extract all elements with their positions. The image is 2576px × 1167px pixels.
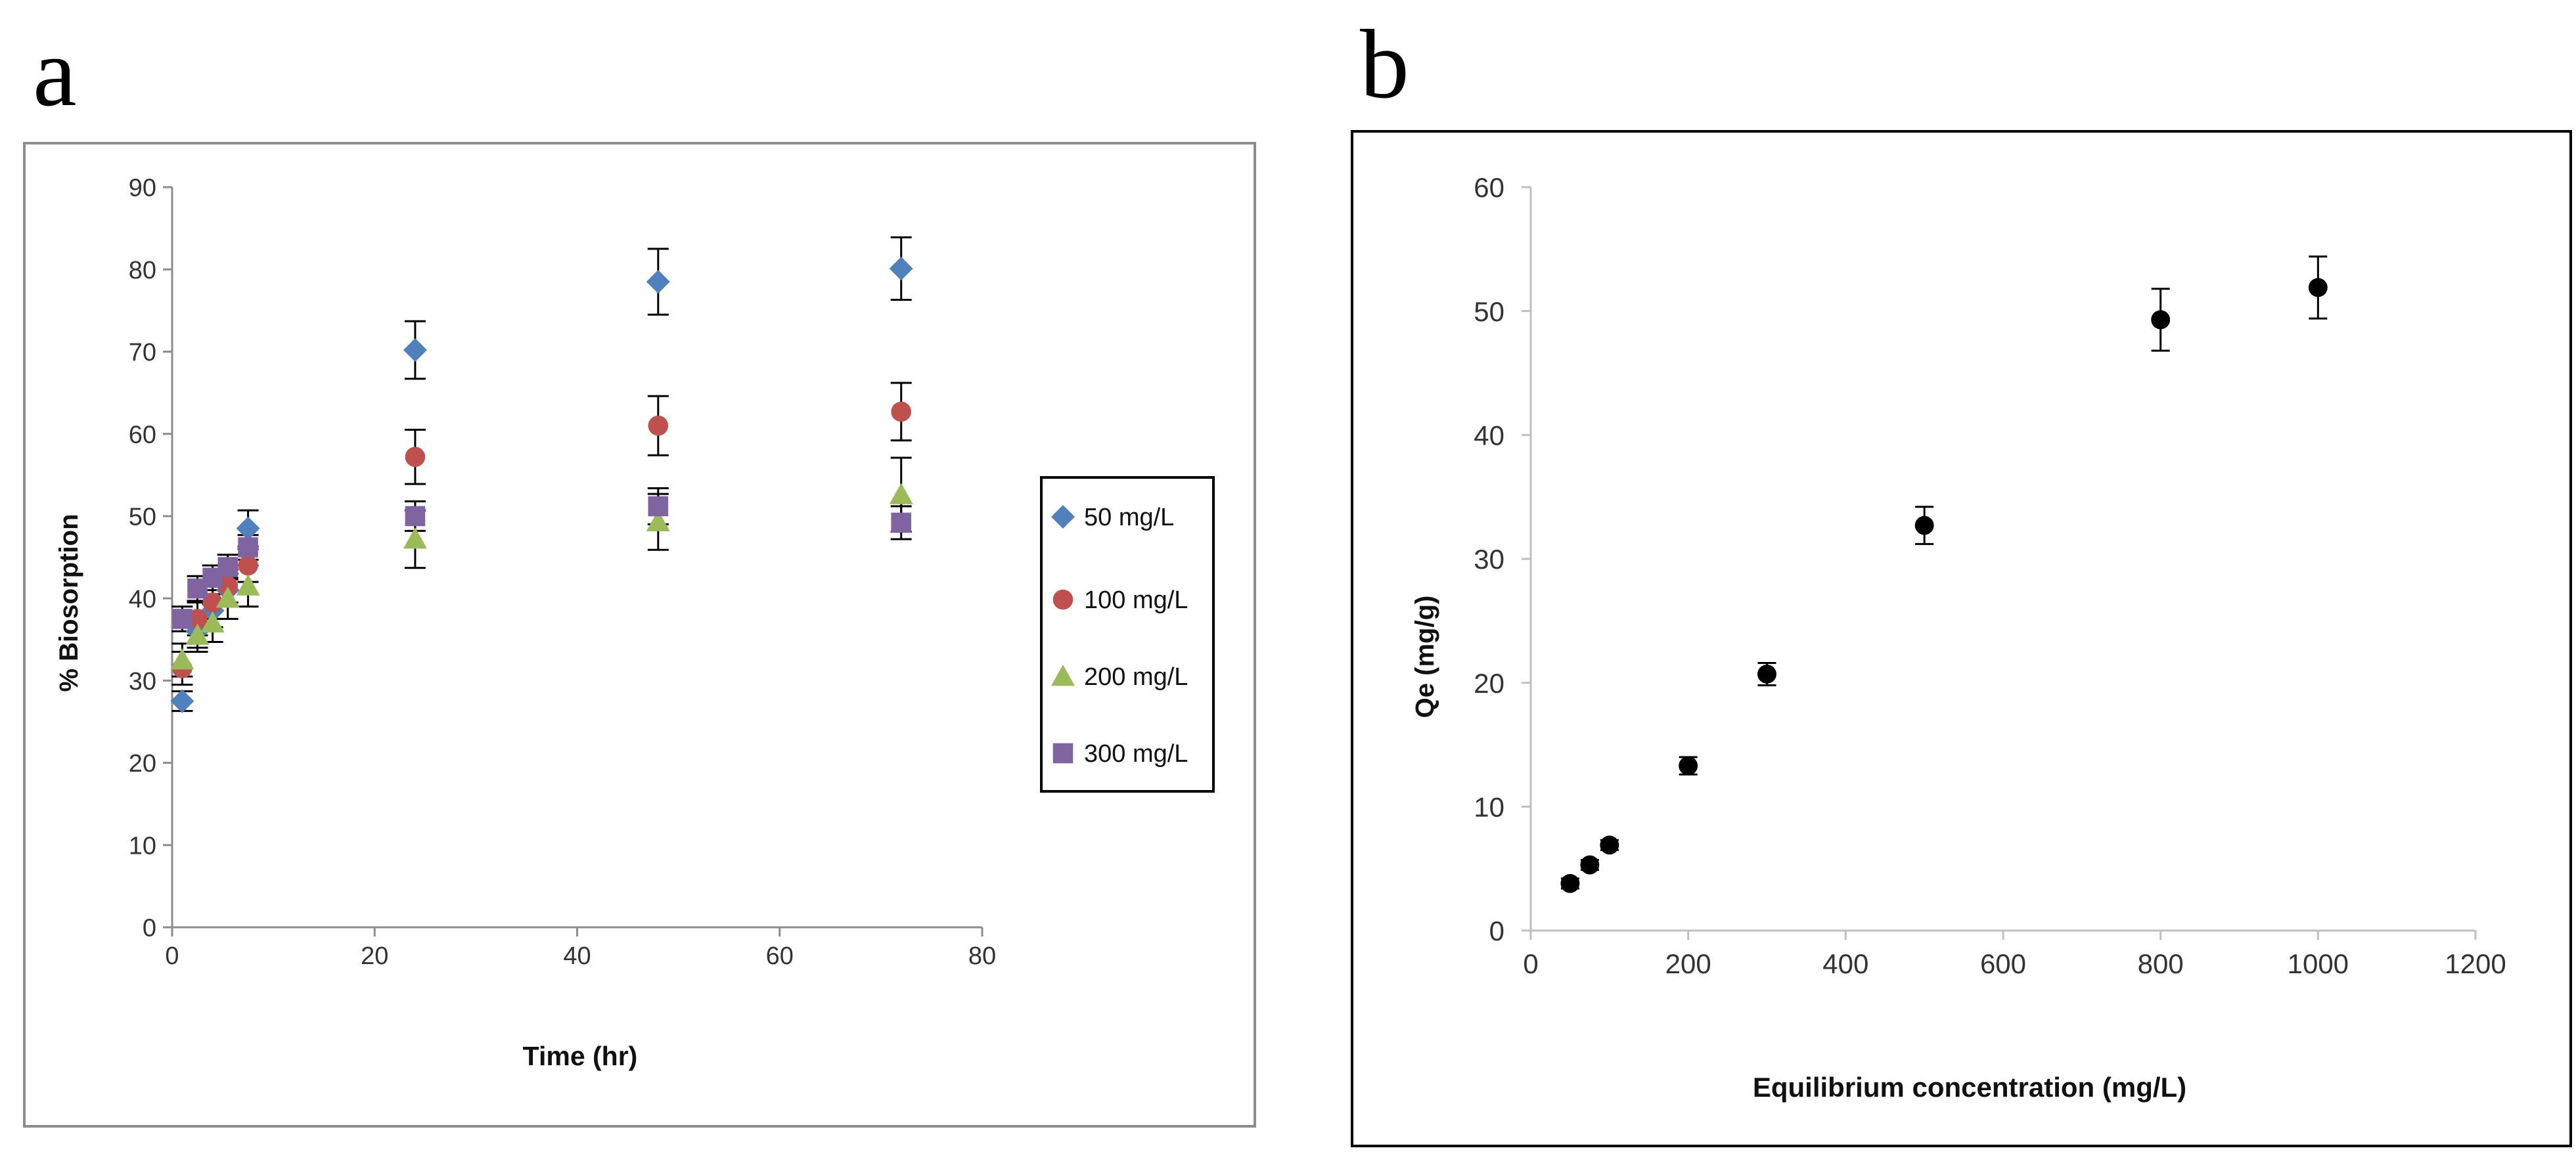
data-point-50-mg-l [889, 256, 913, 280]
panel-a: a 0 10 20 30 40 50 60 70 80 90 0 20 40 60 80 % Biosorp… [23, 18, 1256, 1128]
data-point-100-mg-l [648, 415, 669, 436]
data-point-100-mg-l [187, 609, 208, 629]
legend-marker-50-mg-l [1051, 505, 1075, 529]
x-tick-label: 80 [968, 942, 996, 970]
x-tick-label: 600 [1980, 948, 2026, 979]
data-point-qe [1580, 855, 1600, 875]
y-tick-label: 50 [129, 504, 156, 531]
panel-a-data-points [170, 256, 913, 713]
y-tick-label: 20 [129, 750, 156, 778]
data-point-300-mg-l [238, 537, 258, 558]
panel-b-x-axis-title: Equilibrium concentration (mg/L) [1753, 1072, 2186, 1103]
legend-label-300mgL: 300 mg/L [1084, 740, 1188, 768]
data-point-100-mg-l [891, 401, 911, 422]
data-point-200-mg-l [215, 586, 240, 608]
panel-a-y-axis-title: % Biosorption [55, 514, 83, 692]
y-tick-label: 0 [143, 915, 156, 942]
legend-label-50mgL: 50 mg/L [1084, 504, 1174, 531]
panel-b-data-points [1560, 278, 2328, 893]
data-point-qe [1914, 516, 1934, 535]
data-point-50-mg-l [170, 689, 194, 713]
data-point-200-mg-l [236, 574, 260, 596]
panel-a-axes [163, 186, 983, 936]
data-point-50-mg-l [403, 338, 427, 362]
legend-marker-300-mg-l [1052, 743, 1073, 764]
data-point-qe [1679, 756, 1698, 776]
data-point-qe [1560, 873, 1580, 893]
y-tick-label: 40 [1474, 420, 1504, 451]
data-point-qe [1600, 835, 1619, 855]
data-point-50-mg-l [646, 270, 670, 294]
y-tick-label: 60 [129, 421, 156, 449]
data-point-200-mg-l [403, 527, 427, 549]
y-tick-label: 90 [129, 175, 156, 202]
panel-b-chart-frame [1351, 130, 2572, 1147]
x-tick-label: 0 [1523, 948, 1538, 979]
x-tick-label: 1000 [2288, 948, 2349, 979]
y-tick-label: 60 [1474, 172, 1504, 203]
data-point-50-mg-l [236, 516, 260, 540]
legend-markers [1051, 505, 1075, 764]
y-tick-label: 70 [129, 339, 156, 366]
y-tick-label: 30 [129, 668, 156, 695]
x-tick-label: 0 [165, 942, 179, 970]
panel-b-letter: b [1360, 10, 1409, 119]
data-point-200-mg-l [170, 648, 194, 670]
legend-label-100mgL: 100 mg/L [1084, 586, 1188, 614]
data-point-200-mg-l [200, 611, 225, 633]
x-tick-label: 800 [2138, 948, 2184, 979]
x-tick-label: 40 [563, 942, 591, 970]
data-point-200-mg-l [889, 483, 913, 504]
y-tick-label: 80 [129, 257, 156, 284]
x-tick-label: 200 [1665, 948, 1711, 979]
y-tick-label: 50 [1474, 296, 1504, 327]
y-tick-label: 10 [1474, 791, 1504, 822]
legend-box [1040, 476, 1215, 793]
y-tick-label: 10 [129, 832, 156, 860]
x-tick-label: 1200 [2445, 948, 2506, 979]
data-point-qe [1757, 665, 1776, 684]
legend-label-200mgL: 200 mg/L [1084, 663, 1188, 691]
panel-a-legend: 50 mg/L 100 mg/L 200 mg/L 300 mg/L [1040, 476, 1215, 793]
y-tick-label: 40 [129, 586, 156, 613]
panel-a-letter: a [33, 18, 77, 127]
data-point-300-mg-l [172, 609, 192, 629]
data-point-100-mg-l [238, 555, 258, 576]
data-point-200-mg-l [185, 623, 210, 645]
data-point-300-mg-l [405, 506, 426, 527]
y-tick-label: 30 [1474, 544, 1504, 575]
legend-marker-100-mg-l [1052, 589, 1073, 610]
data-point-qe [2308, 278, 2328, 297]
panel-a-tick-labels: 0 10 20 30 40 50 60 70 80 90 0 20 40 60 80 [129, 175, 996, 970]
panel-b-y-axis-title: Qe (mg/g) [1411, 596, 1439, 718]
data-point-300-mg-l [217, 557, 238, 577]
x-tick-label: 60 [766, 942, 794, 970]
x-tick-label: 400 [1822, 948, 1868, 979]
y-tick-label: 0 [1489, 915, 1504, 946]
panel-b-axes [1522, 186, 2477, 940]
data-point-300-mg-l [891, 512, 911, 533]
y-tick-label: 20 [1474, 668, 1504, 699]
data-point-100-mg-l [217, 576, 238, 596]
panel-a-x-axis-title: Time (hr) [523, 1041, 638, 1071]
x-tick-label: 20 [361, 942, 388, 970]
legend-marker-200-mg-l [1051, 665, 1075, 686]
data-point-100-mg-l [405, 447, 426, 468]
data-point-300-mg-l [648, 496, 669, 517]
data-point-200-mg-l [646, 510, 670, 532]
data-point-qe [2151, 310, 2171, 330]
